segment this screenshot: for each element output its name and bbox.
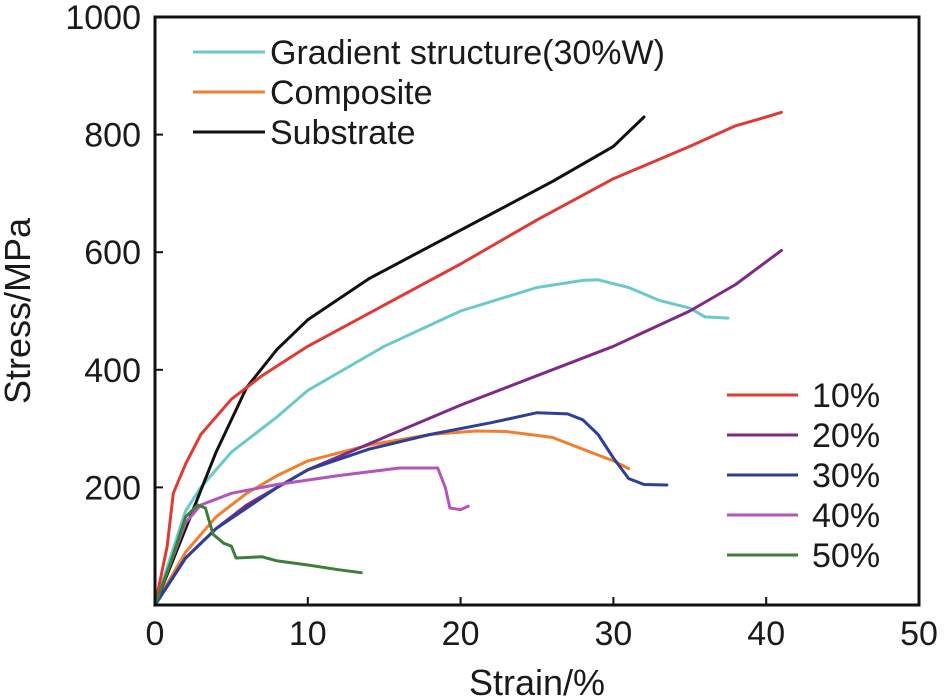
y-tick-label: 600 (84, 234, 141, 272)
y-tick-label: 400 (84, 352, 141, 390)
y-tick-label: 1000 (65, 0, 141, 37)
legend-bottom-label: 20% (812, 417, 880, 455)
legend-top-label: Substrate (270, 114, 416, 152)
axis-ticks (154, 16, 920, 605)
legend-bottom-label: 50% (812, 537, 880, 575)
legend-bottom: 10%20%30%40%50% (727, 377, 880, 575)
series-lines (153, 110, 783, 607)
legend-top: Gradient structure(30%W)CompositeSubstra… (193, 34, 665, 152)
legend-bottom-label: 30% (812, 457, 880, 495)
x-tick-label: 20 (442, 615, 480, 653)
y-tick-label: 800 (84, 117, 141, 155)
series-line-7 (153, 503, 363, 607)
x-tick-label: 0 (146, 615, 165, 653)
series-line-2 (153, 115, 646, 607)
x-tick-label: 30 (594, 615, 632, 653)
series-line-5 (153, 411, 669, 607)
series-line-3 (153, 110, 783, 607)
series-line-6 (153, 466, 470, 607)
tick-labels: 0 10 20 30 40 50 200 400 600 800 1000 (65, 0, 938, 653)
y-tick-label: 200 (84, 469, 141, 507)
x-axis-title: Strain/% (469, 662, 605, 700)
x-tick-label: 10 (289, 615, 327, 653)
y-axis-title: Stress/MPa (0, 217, 38, 404)
legend-bottom-label: 10% (812, 377, 880, 415)
legend-bottom-label: 40% (812, 497, 880, 535)
x-tick-label: 50 (900, 615, 938, 653)
legend-top-label: Composite (270, 74, 433, 112)
series-line-0 (153, 278, 730, 607)
plot-frame (153, 15, 921, 607)
series-line-1 (153, 429, 631, 607)
legend-top-label: Gradient structure(30%W) (270, 34, 665, 72)
x-tick-label: 40 (747, 615, 785, 653)
